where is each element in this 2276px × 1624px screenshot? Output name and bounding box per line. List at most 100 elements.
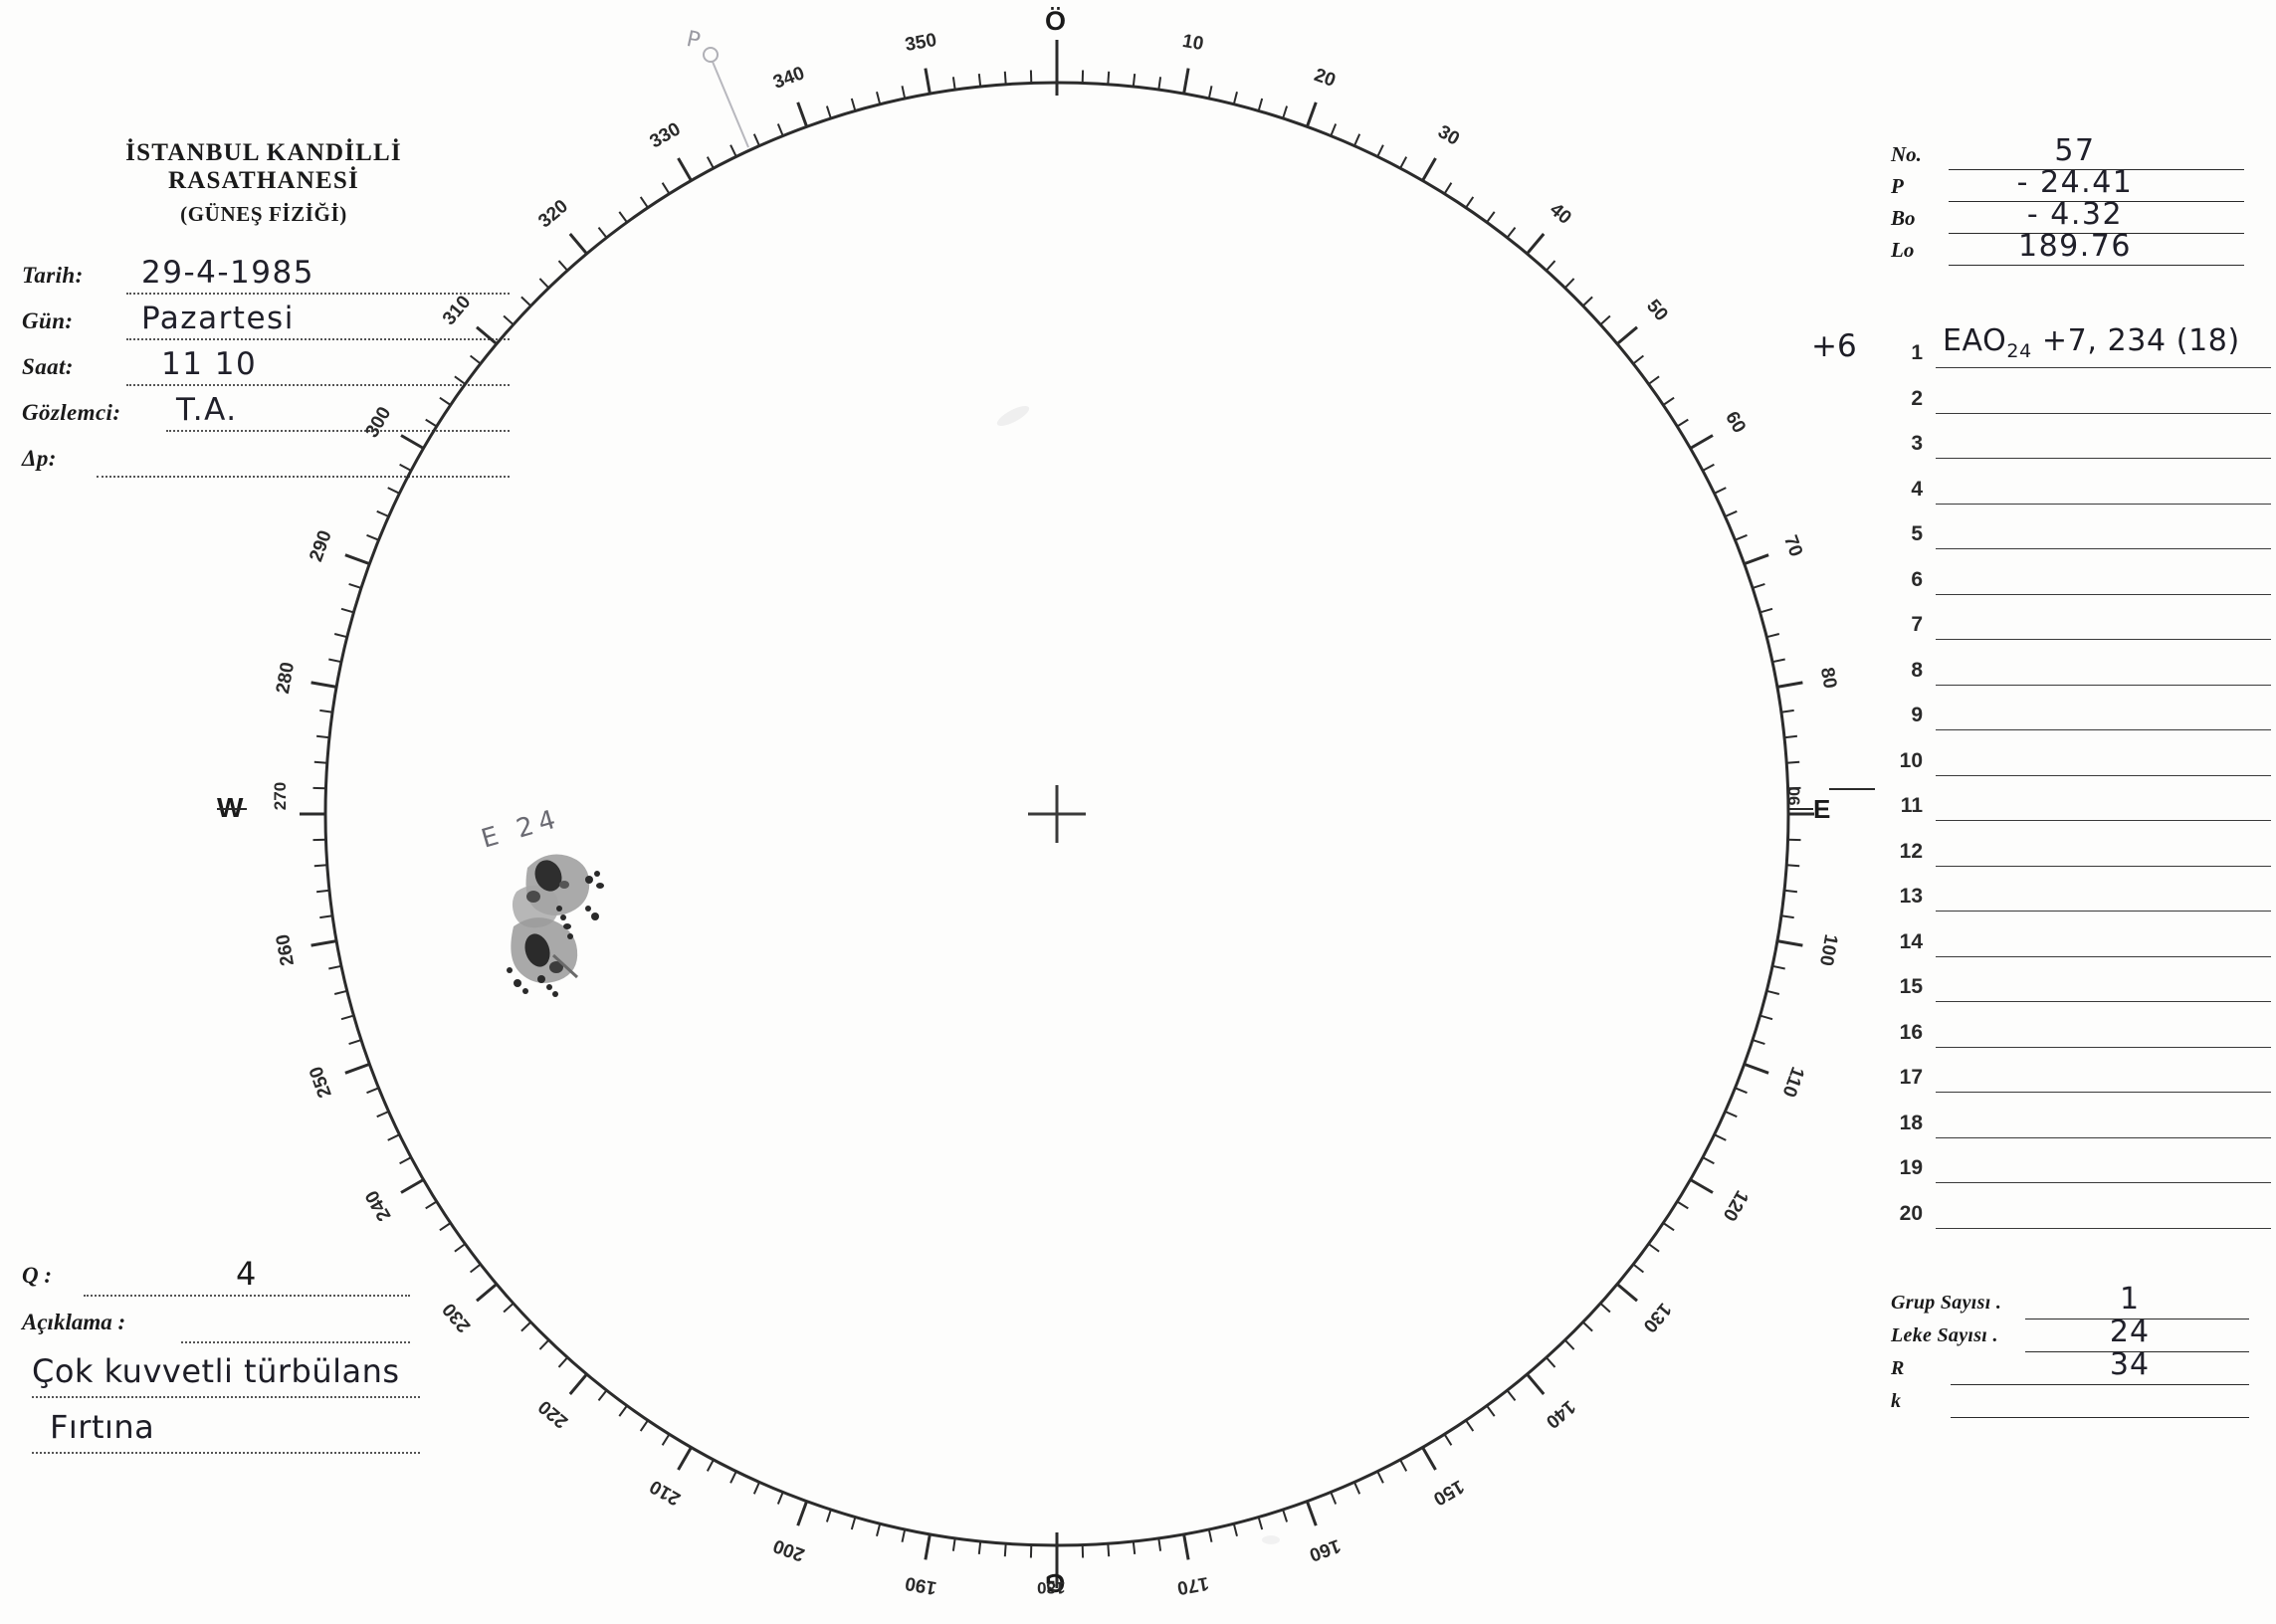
degree-label-230: 230 [439, 1299, 475, 1336]
degree-label-160: 160 [1307, 1534, 1344, 1565]
group-row-9[interactable]: 9 [1881, 696, 2271, 741]
group-row-19[interactable]: 19 [1881, 1148, 2271, 1194]
note-line-1: Çok kuvvetli türbülans [32, 1352, 400, 1390]
group-row-15[interactable]: 15 [1881, 967, 2271, 1013]
summary-k[interactable]: k [1891, 1387, 2249, 1420]
group-row-1-rule [1936, 367, 2271, 368]
group-row-9-number: 9 [1911, 704, 1923, 726]
field-delta-p-label: Δp: [22, 446, 57, 471]
field-gozlemci-rule [166, 430, 510, 432]
summary-r-value: 34 [2109, 1347, 2151, 1382]
field-aciklama-label: Açıklama : [22, 1310, 126, 1334]
group-row-16[interactable]: 16 [1881, 1013, 2271, 1059]
group-row-18[interactable]: 18 [1881, 1104, 2271, 1149]
summary-leke-sayisi[interactable]: Leke Sayısı . 24 [1891, 1315, 2249, 1354]
field-gozlemci[interactable]: Gözlemci: T.A. [22, 392, 519, 440]
param-no-rule [1949, 169, 2244, 170]
group-row-13[interactable]: 13 [1881, 877, 2271, 922]
param-p[interactable]: P - 24.41 [1891, 165, 2244, 203]
degree-label-320: 320 [534, 196, 572, 232]
side-note-plus6: +6 [1811, 328, 1857, 364]
group-row-18-number: 18 [1899, 1111, 1923, 1134]
quality-block: Q : 4 Açıklama : Çok kuvvetli türbülans … [22, 1255, 539, 1468]
summary-r-rule [1951, 1384, 2249, 1385]
east-row-connector [1829, 788, 1875, 790]
field-q-value: 4 [236, 1255, 258, 1293]
group-row-10[interactable]: 10 [1881, 741, 2271, 787]
group-row-20[interactable]: 20 [1881, 1194, 2271, 1240]
param-no[interactable]: No. 57 [1891, 133, 2244, 171]
field-delta-p[interactable]: Δp: [22, 440, 519, 486]
group-row-4-number: 4 [1911, 477, 1923, 501]
degree-label-170: 170 [1175, 1572, 1210, 1598]
group-row-12-rule [1936, 865, 2271, 867]
degree-label-330: 330 [647, 118, 685, 152]
field-gun-label: Gün: [22, 308, 74, 333]
field-tarih-value: 29-4-1985 [141, 255, 314, 291]
group-row-18-rule [1936, 1136, 2271, 1138]
degree-label-150: 150 [1430, 1476, 1468, 1510]
east-axis-dash [1787, 808, 1813, 810]
group-row-14[interactable]: 14 [1881, 922, 2271, 968]
degree-label-140: 140 [1542, 1396, 1579, 1432]
field-q[interactable]: Q : 4 [22, 1255, 539, 1306]
note-rule-2 [32, 1452, 420, 1454]
group-entry-list: 1 EAO24 +7, 234 (18) 2 3 4 5 6 7 8 9 10 … [1881, 323, 2271, 1240]
field-delta-p-rule [97, 476, 510, 478]
summary-grup-sayisi[interactable]: Grup Sayısı . 1 [1891, 1282, 2249, 1321]
param-lo[interactable]: Lo 189.76 [1891, 229, 2244, 267]
summary-r[interactable]: R 34 [1891, 1347, 2249, 1387]
disk-center-crosshair [1028, 785, 1086, 843]
group-row-3[interactable]: 3 [1881, 424, 2271, 470]
summary-k-rule [1951, 1417, 2249, 1418]
group-row-4[interactable]: 4 [1881, 470, 2271, 515]
group-row-5-number: 5 [1911, 522, 1923, 545]
group-row-1[interactable]: 1 EAO24 +7, 234 (18) [1881, 323, 2271, 379]
group-row-12[interactable]: 12 [1881, 832, 2271, 878]
param-bo-rule [1949, 233, 2244, 234]
group-row-11-rule [1936, 820, 2271, 821]
group-row-19-number: 19 [1899, 1156, 1923, 1179]
degree-label-350: 350 [904, 30, 938, 56]
group-row-11[interactable]: 11 [1881, 786, 2271, 832]
group-row-2[interactable]: 2 [1881, 379, 2271, 425]
param-bo[interactable]: Bo - 4.32 [1891, 197, 2244, 235]
group-row-15-number: 15 [1899, 975, 1923, 998]
degree-label-200: 200 [770, 1534, 807, 1565]
group-row-10-number: 10 [1899, 748, 1923, 772]
parameters-table: No. 57 P - 24.41 Bo - 4.32 Lo 189.76 [1891, 133, 2244, 267]
field-tarih[interactable]: Tarih: 29-4-1985 [22, 255, 519, 303]
group-row-8-rule [1936, 684, 2271, 686]
summary-r-label: R [1891, 1357, 1905, 1379]
field-saat[interactable]: Saat: 11 10 [22, 346, 519, 394]
degree-label-310: 310 [439, 292, 475, 329]
summary-k-label: k [1891, 1390, 1902, 1412]
field-q-rule [84, 1295, 410, 1297]
group-row-13-number: 13 [1899, 885, 1923, 908]
group-row-5[interactable]: 5 [1881, 514, 2271, 560]
group-row-14-rule [1936, 955, 2271, 957]
degree-label-40: 40 [1546, 199, 1575, 229]
degree-label-210: 210 [647, 1476, 685, 1510]
field-aciklama[interactable]: Açıklama : [22, 1306, 539, 1352]
param-no-label: No. [1891, 142, 1922, 166]
group-row-17[interactable]: 17 [1881, 1058, 2271, 1104]
group-row-14-number: 14 [1899, 929, 1923, 953]
note-rule-1 [32, 1396, 420, 1398]
field-gun[interactable]: Gün: Pazartesi [22, 301, 519, 348]
field-q-label: Q : [22, 1263, 53, 1288]
group-row-7[interactable]: 7 [1881, 605, 2271, 651]
group-row-6[interactable]: 6 [1881, 560, 2271, 606]
group-row-15-rule [1936, 1001, 2271, 1002]
group-row-5-rule [1936, 548, 2271, 549]
summary-leke-sayisi-rule [2025, 1351, 2249, 1352]
group-row-12-number: 12 [1899, 839, 1923, 863]
group-row-8[interactable]: 8 [1881, 651, 2271, 697]
group-row-6-rule [1936, 593, 2271, 595]
degree-label-260: 260 [273, 932, 299, 967]
group-row-17-number: 17 [1899, 1066, 1923, 1089]
field-tarih-label: Tarih: [22, 263, 84, 288]
group-row-8-number: 8 [1911, 658, 1923, 682]
summary-block: Grup Sayısı . 1 Leke Sayısı . 24 R 34 k [1891, 1282, 2249, 1420]
